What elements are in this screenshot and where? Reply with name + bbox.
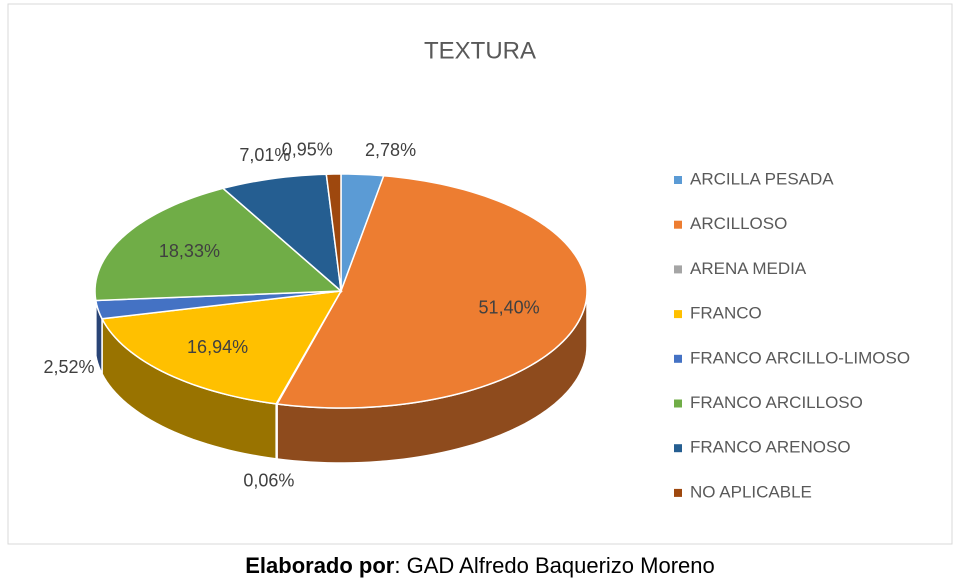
data-label: 0,06% <box>243 470 294 490</box>
data-label: 16,94% <box>187 337 248 357</box>
legend-label: FRANCO ARCILLO-LIMOSO <box>690 348 910 367</box>
legend-label: ARCILLOSO <box>690 214 787 233</box>
legend-swatch <box>674 310 682 319</box>
footer-text: : GAD Alfredo Baquerizo Moreno <box>394 553 714 578</box>
legend-label: FRANCO <box>690 304 762 323</box>
data-label: 2,52% <box>43 357 94 377</box>
legend-swatch <box>674 265 682 274</box>
data-label: 51,40% <box>479 298 540 318</box>
legend-swatch <box>674 488 682 497</box>
data-label: 18,33% <box>159 241 220 261</box>
data-label: 0,95% <box>282 139 333 159</box>
legend-swatch <box>674 444 682 453</box>
legend-label: ARENA MEDIA <box>690 259 807 278</box>
slice <box>221 173 342 293</box>
legend-label: NO APLICABLE <box>690 482 812 501</box>
legend-label: FRANCO ARENOSO <box>690 438 851 457</box>
slice <box>94 187 343 302</box>
chart-title: TEXTURA <box>424 37 536 64</box>
footer: Elaborado por: GAD Alfredo Baquerizo Mor… <box>245 553 715 578</box>
legend-swatch <box>674 354 682 363</box>
slice <box>275 174 588 409</box>
slice <box>100 290 343 405</box>
legend-swatch <box>674 220 682 229</box>
legend-swatch <box>674 176 682 184</box>
footer-label: Elaborado por <box>245 553 395 578</box>
legend-swatch <box>674 399 682 408</box>
data-label: 2,78% <box>365 140 416 160</box>
legend-label: ARCILLA PESADA <box>690 169 834 188</box>
data-label: 7,01% <box>239 145 290 165</box>
legend-label: FRANCO ARCILLOSO <box>690 393 863 412</box>
slice <box>325 173 342 292</box>
